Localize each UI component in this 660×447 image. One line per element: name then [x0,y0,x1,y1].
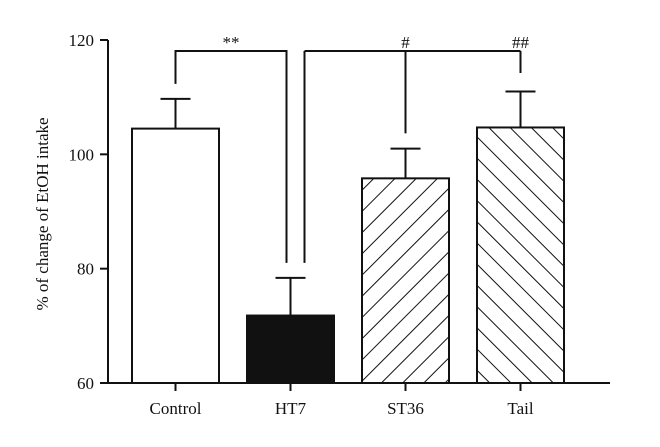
y-tick-label: 100 [69,145,95,164]
bar-control [131,127,220,384]
significance-label: # [401,33,410,52]
bracket-control-ht7 [174,50,288,263]
significance-label: ** [223,33,240,52]
x-axis: Control HT7 ST36 Tail [108,382,610,418]
y-tick-label: 80 [77,260,94,279]
y-axis: 60 80 100 120 [69,31,109,393]
bar-tail [476,126,565,384]
error-bars [160,90,536,316]
bars [131,126,565,384]
bar-st36 [361,177,450,384]
y-tick-label: 60 [77,374,94,393]
significance-label: ## [512,33,530,52]
x-tick-label: ST36 [387,399,424,418]
x-tick-label: Control [150,399,202,418]
y-axis-label: % of change of EtOH intake [33,117,52,310]
x-tick-label: Tail [507,399,533,418]
x-tick-label: HT7 [275,399,307,418]
y-tick-label: 120 [69,31,95,50]
bar-ht7 [246,314,335,384]
significance-annotations: ** # ## [174,33,530,263]
